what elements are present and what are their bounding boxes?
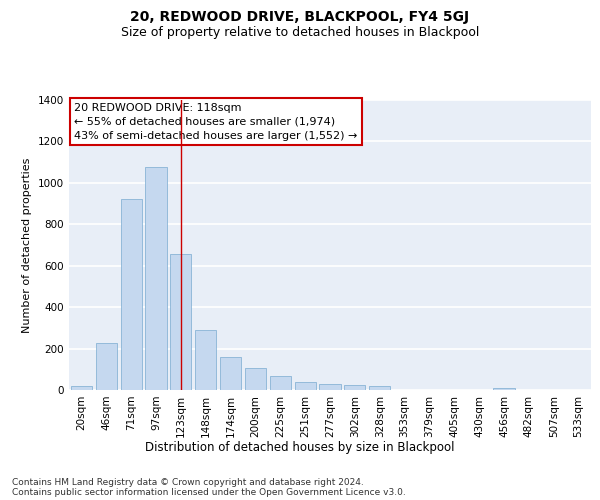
Text: Distribution of detached houses by size in Blackpool: Distribution of detached houses by size … — [145, 441, 455, 454]
Bar — [344, 386, 365, 390]
Bar — [319, 384, 341, 390]
Bar — [121, 200, 142, 390]
Text: Contains HM Land Registry data © Crown copyright and database right 2024.
Contai: Contains HM Land Registry data © Crown c… — [12, 478, 406, 497]
Text: 20 REDWOOD DRIVE: 118sqm
← 55% of detached houses are smaller (1,974)
43% of sem: 20 REDWOOD DRIVE: 118sqm ← 55% of detach… — [74, 103, 358, 141]
Y-axis label: Number of detached properties: Number of detached properties — [22, 158, 32, 332]
Bar — [145, 168, 167, 390]
Bar — [220, 358, 241, 390]
Bar — [245, 368, 266, 390]
Bar — [493, 388, 515, 390]
Text: 20, REDWOOD DRIVE, BLACKPOOL, FY4 5GJ: 20, REDWOOD DRIVE, BLACKPOOL, FY4 5GJ — [130, 10, 470, 24]
Bar — [170, 254, 191, 390]
Text: Size of property relative to detached houses in Blackpool: Size of property relative to detached ho… — [121, 26, 479, 39]
Bar — [71, 386, 92, 390]
Bar — [369, 386, 390, 390]
Bar — [295, 382, 316, 390]
Bar — [96, 343, 117, 390]
Bar — [195, 330, 216, 390]
Bar — [270, 376, 291, 390]
